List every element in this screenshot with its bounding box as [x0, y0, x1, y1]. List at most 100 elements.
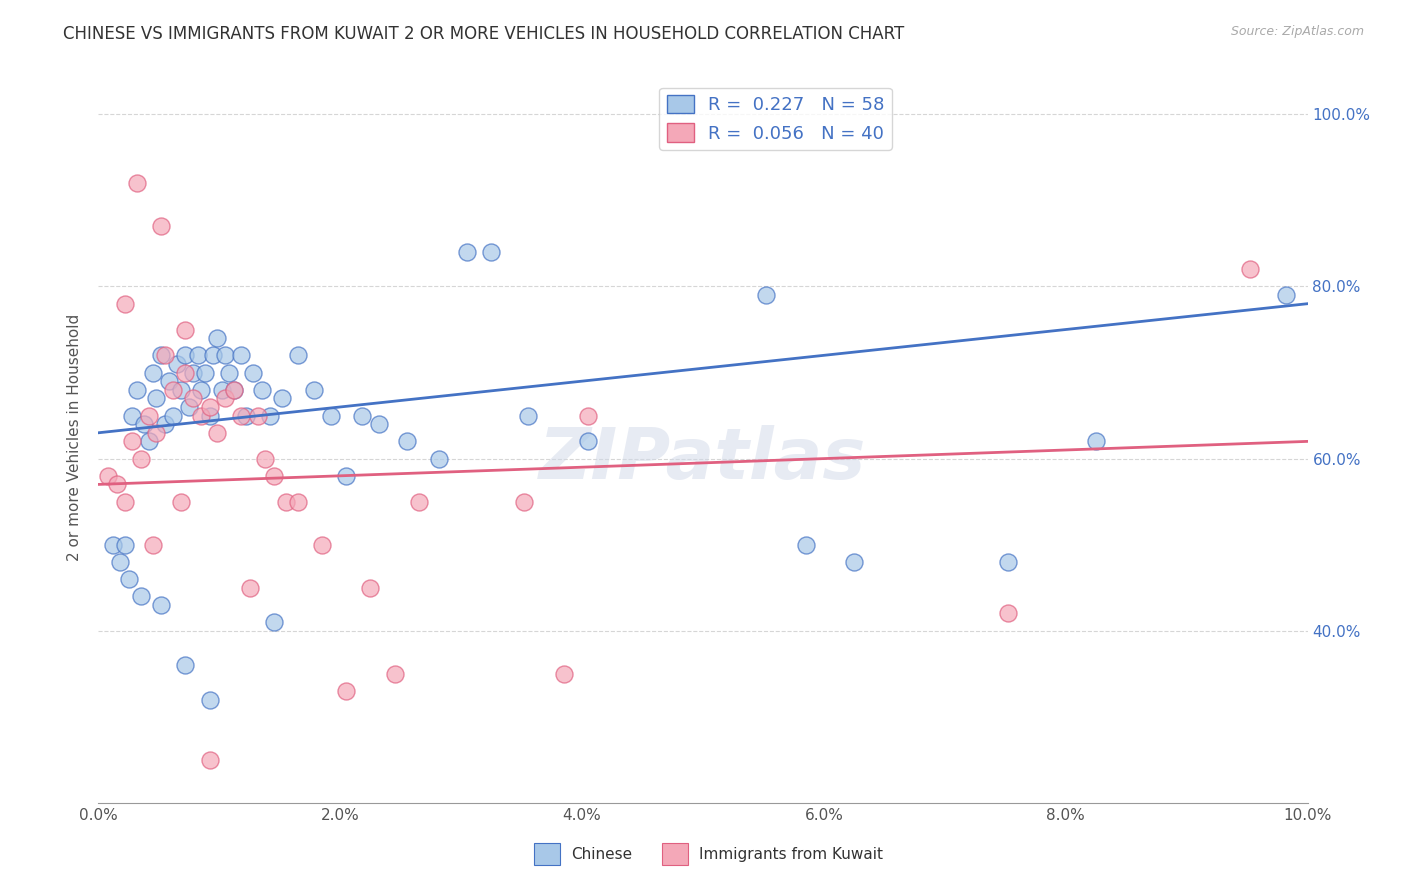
Point	[263, 468, 285, 483]
Point	[311, 538, 333, 552]
Point	[142, 366, 165, 380]
Point	[229, 348, 252, 362]
Point	[187, 348, 209, 362]
Point	[162, 409, 184, 423]
Point	[114, 538, 136, 552]
Point	[138, 434, 160, 449]
Point	[235, 409, 257, 423]
Point	[997, 607, 1019, 621]
Point	[997, 555, 1019, 569]
Point	[145, 392, 167, 406]
Point	[198, 400, 221, 414]
Point	[844, 555, 866, 569]
Point	[335, 468, 357, 483]
Point	[118, 572, 141, 586]
Point	[134, 417, 156, 432]
Point	[239, 581, 262, 595]
Point	[302, 383, 325, 397]
Point	[127, 176, 149, 190]
Point	[129, 451, 152, 466]
Point	[190, 383, 212, 397]
Y-axis label: 2 or more Vehicles in Household: 2 or more Vehicles in Household	[67, 313, 83, 561]
Point	[142, 538, 165, 552]
Point	[174, 348, 197, 362]
Point	[368, 417, 391, 432]
Point	[214, 348, 236, 362]
Point	[553, 666, 575, 681]
Point	[198, 753, 221, 767]
Point	[114, 296, 136, 310]
Point	[153, 417, 176, 432]
Text: CHINESE VS IMMIGRANTS FROM KUWAIT 2 OR MORE VEHICLES IN HOUSEHOLD CORRELATION CH: CHINESE VS IMMIGRANTS FROM KUWAIT 2 OR M…	[63, 25, 904, 43]
Point	[169, 494, 191, 508]
Point	[218, 366, 240, 380]
Point	[190, 409, 212, 423]
Point	[174, 658, 197, 673]
Text: Chinese: Chinese	[571, 847, 631, 862]
Point	[198, 692, 221, 706]
Point	[198, 409, 221, 423]
Point	[516, 409, 538, 423]
Point	[150, 348, 173, 362]
Point	[222, 383, 245, 397]
Point	[271, 392, 294, 406]
Point	[101, 538, 124, 552]
Point	[114, 494, 136, 508]
Point	[287, 494, 309, 508]
Point	[254, 451, 277, 466]
Point	[794, 538, 817, 552]
Point	[174, 366, 197, 380]
Point	[105, 477, 128, 491]
Point	[513, 494, 536, 508]
Point	[429, 451, 451, 466]
Point	[360, 581, 382, 595]
Point	[153, 348, 176, 362]
Point	[127, 383, 149, 397]
Legend: R =  0.227   N = 58, R =  0.056   N = 40: R = 0.227 N = 58, R = 0.056 N = 40	[659, 87, 891, 150]
Point	[1275, 288, 1298, 302]
Point	[481, 245, 503, 260]
Point	[179, 400, 201, 414]
Point	[211, 383, 233, 397]
Point	[319, 409, 342, 423]
Text: Source: ZipAtlas.com: Source: ZipAtlas.com	[1230, 25, 1364, 38]
Point	[274, 494, 297, 508]
Point	[263, 615, 285, 629]
Point	[150, 219, 173, 234]
Point	[162, 383, 184, 397]
Point	[121, 434, 143, 449]
Point	[222, 383, 245, 397]
Point	[287, 348, 309, 362]
Point	[408, 494, 430, 508]
Text: Immigrants from Kuwait: Immigrants from Kuwait	[699, 847, 883, 862]
Point	[384, 666, 406, 681]
Point	[1085, 434, 1108, 449]
Point	[456, 245, 478, 260]
Point	[229, 409, 252, 423]
Point	[259, 409, 281, 423]
Point	[108, 555, 131, 569]
Point	[205, 331, 228, 345]
Point	[1239, 262, 1261, 277]
Point	[138, 409, 160, 423]
Point	[350, 409, 373, 423]
Point	[194, 366, 217, 380]
Point	[576, 434, 599, 449]
Point	[97, 468, 120, 483]
Point	[202, 348, 225, 362]
Point	[755, 288, 778, 302]
Point	[145, 425, 167, 440]
Point	[395, 434, 418, 449]
Point	[157, 374, 180, 388]
Point	[121, 409, 143, 423]
Point	[150, 598, 173, 612]
Point	[181, 392, 204, 406]
Point	[250, 383, 273, 397]
Point	[214, 392, 236, 406]
Point	[576, 409, 599, 423]
Point	[166, 357, 188, 371]
Text: ZIPatlas: ZIPatlas	[540, 425, 866, 493]
Point	[129, 589, 152, 603]
Point	[174, 322, 197, 336]
Point	[247, 409, 270, 423]
